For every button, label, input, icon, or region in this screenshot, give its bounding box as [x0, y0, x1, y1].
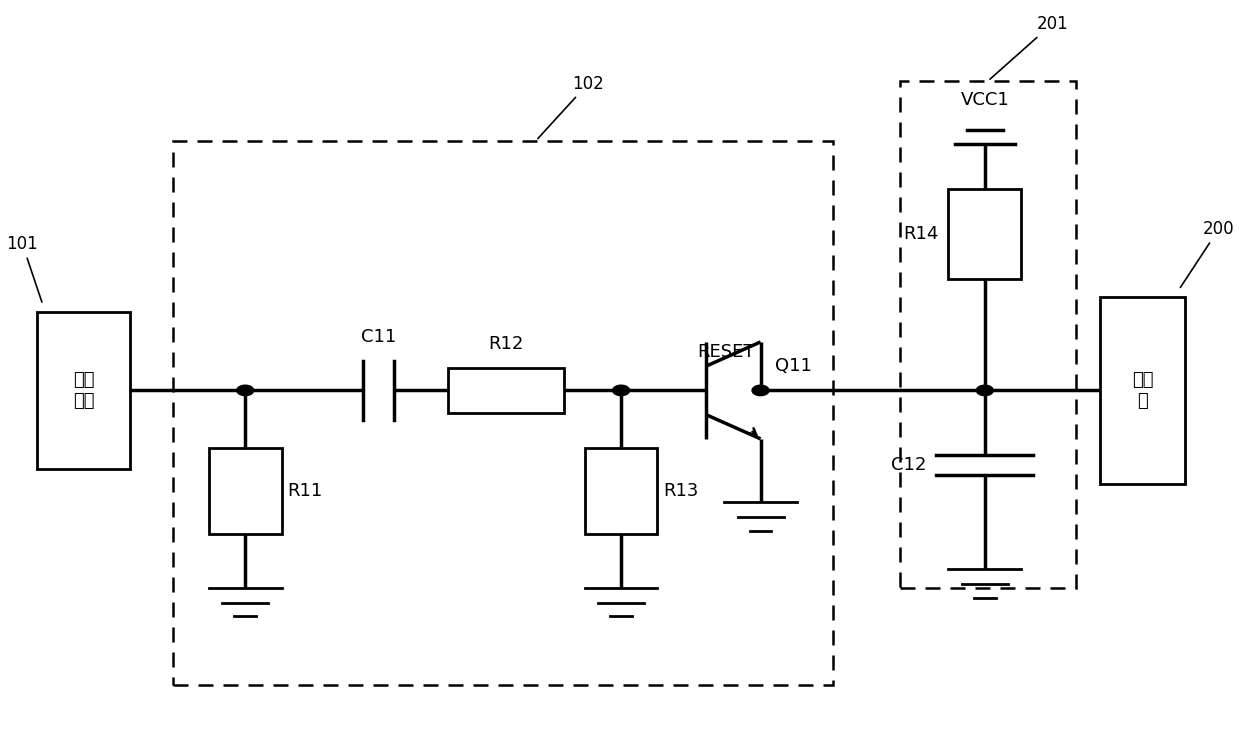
Text: 电源
接口: 电源 接口: [73, 371, 94, 410]
Text: 102: 102: [538, 74, 604, 139]
Bar: [208, 448, 281, 534]
Text: 200: 200: [1180, 220, 1235, 288]
Text: R11: R11: [288, 482, 322, 500]
Bar: [949, 189, 1022, 279]
Bar: [585, 448, 657, 534]
Circle shape: [237, 385, 254, 396]
Bar: [1100, 297, 1185, 484]
Bar: [448, 368, 564, 413]
Circle shape: [613, 385, 630, 396]
Text: C12: C12: [892, 456, 926, 474]
Circle shape: [976, 385, 993, 396]
Circle shape: [751, 385, 769, 396]
Text: R14: R14: [904, 225, 939, 243]
Text: C11: C11: [361, 327, 397, 345]
Bar: [37, 312, 130, 469]
Text: RESET: RESET: [697, 342, 754, 360]
Text: VCC1: VCC1: [961, 91, 1009, 109]
Text: 201: 201: [990, 15, 1068, 79]
Text: 101: 101: [6, 235, 42, 302]
Text: R13: R13: [663, 482, 699, 500]
Text: 单片
机: 单片 机: [1132, 371, 1153, 410]
Bar: [172, 140, 833, 685]
Text: Q11: Q11: [775, 357, 812, 376]
Text: R12: R12: [489, 335, 523, 353]
Bar: [900, 81, 1076, 588]
